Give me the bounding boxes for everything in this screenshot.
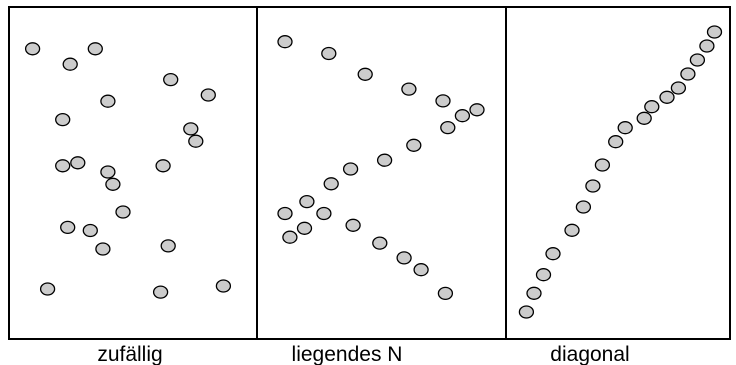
- dot-lying-n-9: [342, 162, 359, 176]
- label-diagonal: diagonal: [550, 343, 629, 365]
- dot-lying-n-10: [376, 153, 393, 167]
- dot-random-4: [163, 72, 179, 87]
- panel-lying-n: [277, 35, 485, 301]
- dot-diagonal-15: [689, 53, 706, 67]
- dot-lying-n-17: [396, 251, 412, 265]
- dot-random-2: [62, 57, 78, 71]
- dot-lying-n-12: [440, 120, 456, 135]
- dot-lying-n-0: [277, 35, 293, 49]
- dot-random-11: [105, 177, 121, 191]
- dot-random-20: [55, 159, 71, 173]
- dot-random-18: [95, 242, 111, 256]
- dot-lying-n-21: [437, 286, 454, 301]
- label-random: zufällig: [97, 343, 162, 365]
- dot-random-6: [55, 112, 71, 127]
- dot-lying-n-18: [413, 263, 429, 277]
- dot-diagonal-6: [585, 179, 601, 193]
- dot-lying-n-11: [406, 138, 422, 152]
- dot-lying-n-16: [372, 236, 388, 250]
- dot-diagonal-0: [518, 305, 535, 319]
- dot-lying-n-1: [321, 46, 337, 61]
- dot-random-21: [160, 239, 176, 253]
- dot-diagonal-12: [659, 90, 675, 104]
- dot-random-16: [152, 285, 169, 299]
- dot-lying-n-20: [282, 230, 298, 244]
- panel-diagonal: [518, 25, 723, 319]
- dot-lying-n-5: [469, 103, 485, 117]
- dot-lying-n-4: [435, 94, 451, 108]
- dot-diagonal-10: [636, 111, 652, 125]
- frame-border: [8, 6, 731, 340]
- dot-diagonal-14: [680, 67, 696, 81]
- dot-diagonal-3: [545, 247, 561, 261]
- dot-random-1: [87, 42, 103, 56]
- dot-random-12: [115, 205, 131, 219]
- dot-diagonal-2: [535, 268, 552, 282]
- dot-random-10: [155, 159, 171, 173]
- dot-random-7: [183, 122, 199, 136]
- dot-random-15: [82, 223, 98, 238]
- dot-diagonal-5: [575, 200, 592, 214]
- dot-random-17: [215, 279, 232, 293]
- dot-random-5: [200, 88, 216, 102]
- dot-lying-n-14: [316, 206, 332, 221]
- dot-diagonal-7: [594, 158, 611, 172]
- dot-lying-n-8: [323, 177, 339, 191]
- dot-random-0: [24, 42, 41, 56]
- dot-diagonal-9: [617, 121, 633, 135]
- dot-diagonal-17: [706, 25, 723, 39]
- dot-diagonal-8: [608, 135, 624, 149]
- dot-lying-n-19: [296, 221, 313, 235]
- dot-lying-n-7: [299, 194, 315, 209]
- dot-lying-n-6: [277, 206, 293, 221]
- dot-lying-n-2: [357, 67, 373, 81]
- dot-random-14: [60, 220, 76, 235]
- dot-diagonal-4: [564, 223, 580, 237]
- label-lying-n: liegendes N: [292, 343, 403, 365]
- dot-diagonal-1: [526, 286, 542, 300]
- dot-diagonal-13: [670, 81, 687, 95]
- dot-random-8: [70, 156, 86, 170]
- dot-lying-n-13: [454, 109, 471, 123]
- dot-random-19: [39, 282, 56, 296]
- dot-diagonal-16: [699, 39, 715, 53]
- dot-diagonal-11: [644, 100, 660, 114]
- dot-lying-n-3: [401, 82, 417, 96]
- dot-random-9: [100, 165, 116, 179]
- dot-random-3: [100, 94, 116, 108]
- dot-random-13: [188, 134, 204, 148]
- dot-lying-n-15: [345, 218, 361, 232]
- panel-random: [24, 42, 232, 299]
